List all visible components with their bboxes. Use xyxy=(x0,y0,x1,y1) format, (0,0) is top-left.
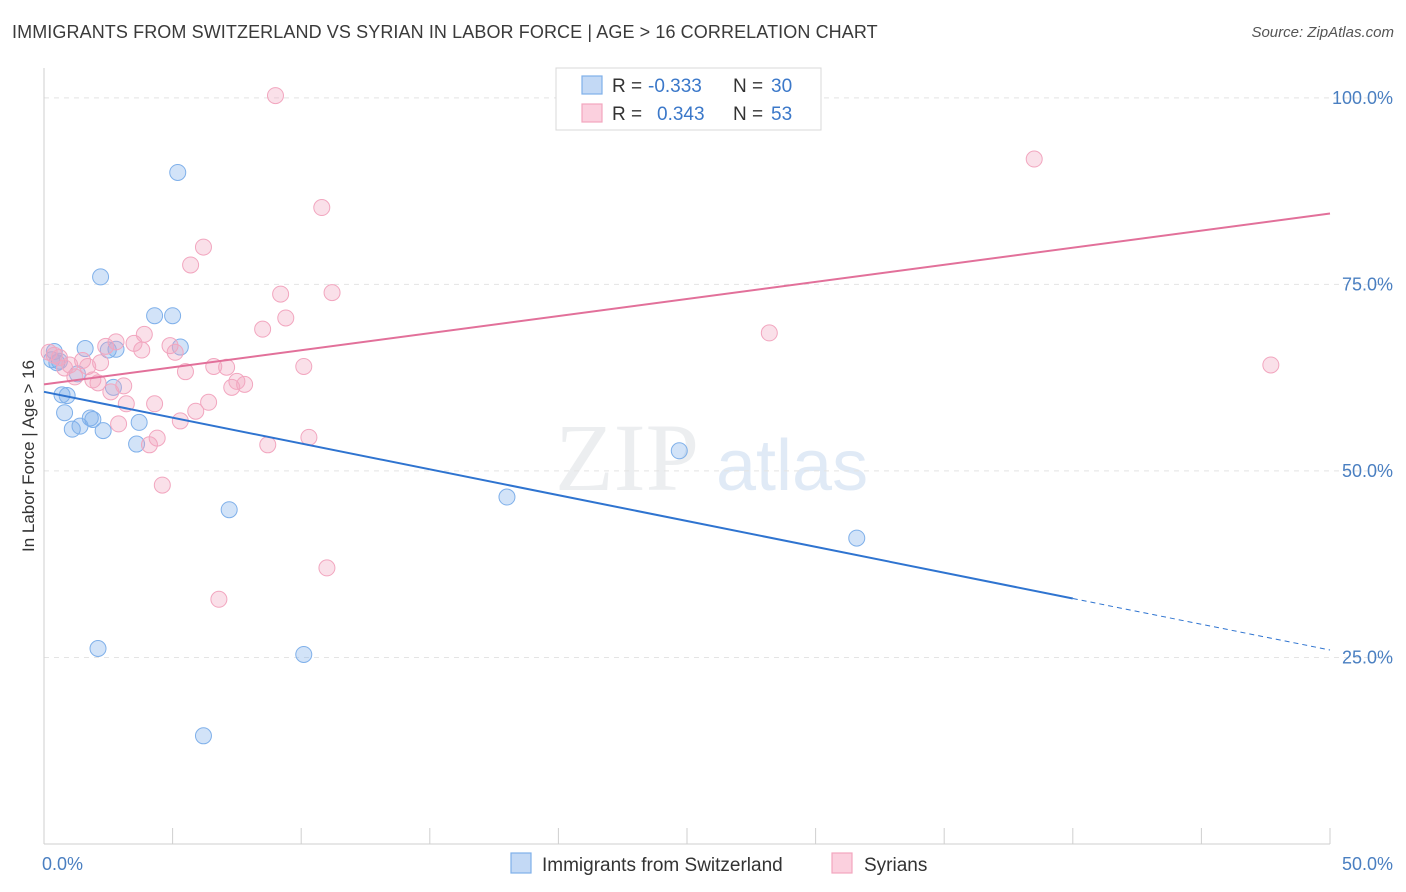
y-tick-label-0: 25.0% xyxy=(1342,647,1393,667)
switzerland-point-18 xyxy=(107,340,125,358)
syrians-trend-line xyxy=(43,212,1331,386)
syrians-point-43 xyxy=(295,357,313,375)
switzerland-point-27 xyxy=(295,645,313,663)
syrians-point-50 xyxy=(1025,150,1043,168)
syrians-point-14 xyxy=(110,415,128,433)
syrians-point-46 xyxy=(318,559,336,577)
switzerland-point-30 xyxy=(848,529,866,547)
legend-r-label-1: R = xyxy=(612,76,642,97)
syrians-point-41 xyxy=(272,285,290,303)
syrians-point-51 xyxy=(1262,356,1280,374)
switzerland-point-25 xyxy=(194,727,212,745)
syrians-point-10 xyxy=(92,354,110,372)
syrians-point-31 xyxy=(200,393,218,411)
syrians-point-23 xyxy=(153,476,171,494)
bottom-legend-label-syrians: Syrians xyxy=(864,855,927,876)
syrians-point-0 xyxy=(40,343,58,361)
bottom-legend-swatch-switzerland xyxy=(510,852,532,874)
switzerland-point-23 xyxy=(169,163,187,181)
switzerland-point-15 xyxy=(94,422,112,440)
series-legend: Immigrants from Switzerland Syrians xyxy=(510,852,927,876)
switzerland-point-5 xyxy=(56,404,74,422)
switzerland-point-13 xyxy=(89,640,107,658)
switzerland-point-11 xyxy=(81,409,99,427)
syrians-point-15 xyxy=(115,377,133,395)
x-tick-labels: 0.0% 50.0% xyxy=(42,854,1393,874)
switzerland-point-28 xyxy=(498,488,516,506)
syrians-point-9 xyxy=(89,374,107,392)
switzerland-point-29 xyxy=(670,442,688,460)
switzerland-point-20 xyxy=(130,413,148,431)
syrians-point-33 xyxy=(210,590,228,608)
syrians-point-39 xyxy=(259,436,277,454)
bottom-legend-label-switzerland: Immigrants from Switzerland xyxy=(542,855,783,876)
syrians-point-5 xyxy=(66,368,84,386)
syrians-point-19 xyxy=(135,325,153,343)
syrians-point-25 xyxy=(166,343,184,361)
legend-swatch-switzerland xyxy=(581,75,603,95)
bottom-legend-swatch-syrians xyxy=(831,852,853,874)
switzerland-point-21 xyxy=(146,307,164,325)
correlation-legend: R = -0.333 N = 30 R = 0.343 N = 53 xyxy=(555,67,822,131)
y-tick-labels: 25.0% 50.0% 75.0% 100.0% xyxy=(1332,88,1393,668)
syrians-point-13 xyxy=(107,333,125,351)
syrians-point-22 xyxy=(148,429,166,447)
y-tick-label-3: 100.0% xyxy=(1332,88,1393,108)
legend-n-value-1: 30 xyxy=(771,76,792,97)
switzerland-point-12 xyxy=(84,410,102,428)
legend-n-label-1: N = xyxy=(733,76,763,97)
syrians-point-29 xyxy=(187,402,205,420)
switzerland-point-19 xyxy=(128,435,146,453)
data-points xyxy=(40,85,1280,745)
legend-swatch-syrians xyxy=(581,103,603,123)
legend-r-value-1: -0.333 xyxy=(648,76,702,97)
switzerland-point-14 xyxy=(92,268,110,286)
switzerland-point-22 xyxy=(164,307,182,325)
y-tick-label-1: 50.0% xyxy=(1342,461,1393,481)
syrians-point-7 xyxy=(79,357,97,375)
syrians-point-49 xyxy=(760,324,778,342)
axes xyxy=(43,68,1331,845)
syrians-point-47 xyxy=(323,284,341,302)
syrians-point-27 xyxy=(176,363,194,381)
syrians-point-28 xyxy=(182,256,200,274)
x-tick-label-1: 50.0% xyxy=(1342,854,1393,874)
switzerland-point-26 xyxy=(220,501,238,519)
syrians-point-42 xyxy=(277,309,295,327)
syrians-point-38 xyxy=(254,320,272,338)
chart-title: IMMIGRANTS FROM SWITZERLAND VS SYRIAN IN… xyxy=(12,22,878,42)
legend-n-label-2: N = xyxy=(733,104,763,125)
switzerland-trend-extension xyxy=(1072,598,1331,651)
syrians-point-18 xyxy=(133,341,151,359)
source-label: Source: ZipAtlas.com xyxy=(1251,24,1394,41)
syrians-point-11 xyxy=(97,337,115,355)
legend-r-value-2: 0.343 xyxy=(657,104,705,125)
syrians-point-45 xyxy=(313,199,331,217)
syrians-point-21 xyxy=(146,395,164,413)
trend-lines xyxy=(43,212,1331,651)
watermark-atlas: atlas xyxy=(716,426,868,506)
legend-n-value-2: 53 xyxy=(771,104,792,125)
x-tick-label-0: 0.0% xyxy=(42,854,83,874)
y-axis-label: In Labor Force | Age > 16 xyxy=(19,360,38,552)
legend-r-label-2: R = xyxy=(612,104,642,125)
syrians-point-37 xyxy=(236,375,254,393)
syrians-point-40 xyxy=(266,87,284,105)
switzerland-trend-line xyxy=(43,390,1073,600)
watermark: ZIP atlas xyxy=(555,404,868,511)
syrians-point-30 xyxy=(194,238,212,256)
y-tick-label-2: 75.0% xyxy=(1342,274,1393,294)
